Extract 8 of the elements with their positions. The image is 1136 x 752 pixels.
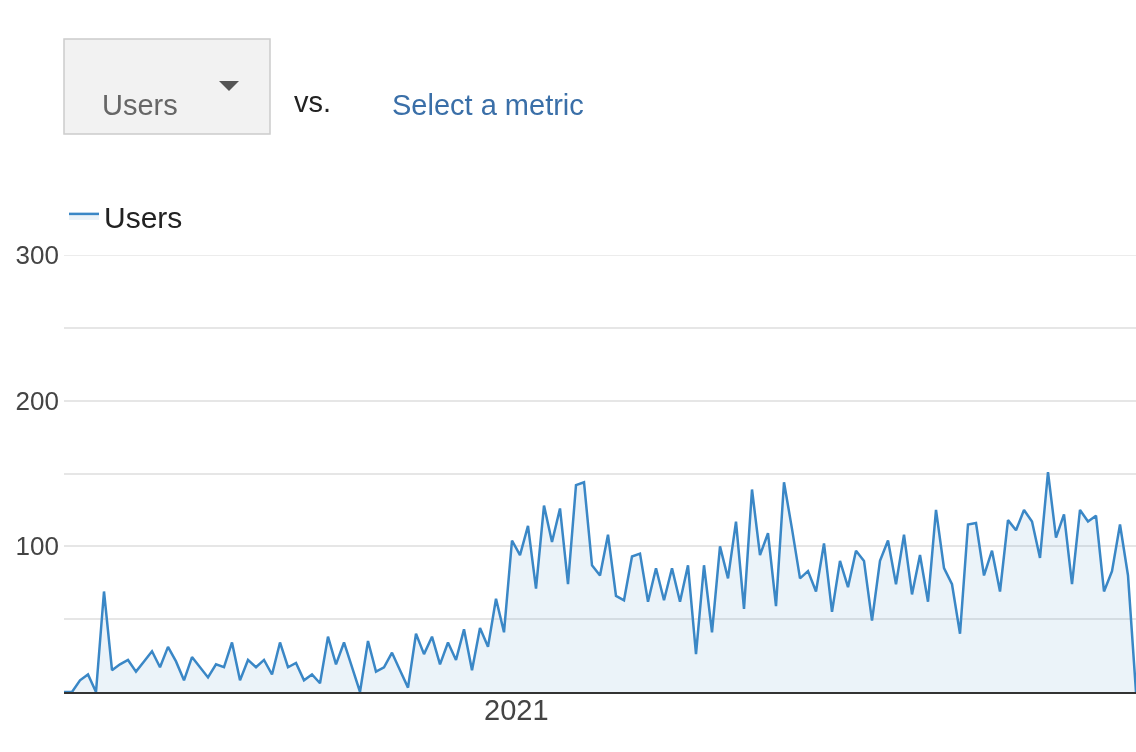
y-tick-label: 100 — [15, 531, 59, 562]
y-tick-label: 200 — [15, 385, 59, 416]
text: Users — [102, 89, 178, 121]
text: 2021 — [484, 694, 549, 726]
y-tick-label: 300 — [15, 240, 59, 271]
text: Select a metric — [392, 89, 584, 121]
text: vs. — [294, 86, 332, 118]
legend-label: Users — [104, 200, 183, 234]
